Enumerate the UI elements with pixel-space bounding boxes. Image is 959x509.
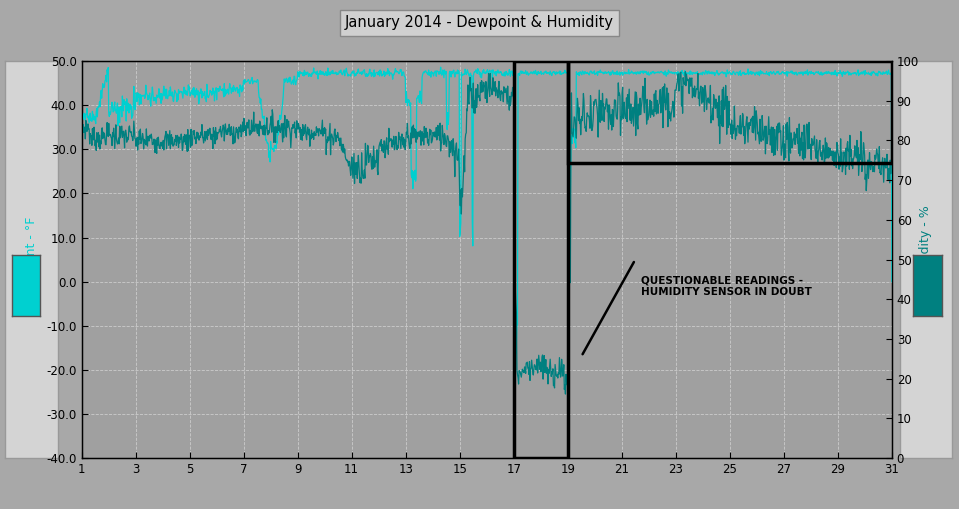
Bar [568,61,892,162]
Text: Out Humidity - %: Out Humidity - % [920,206,932,314]
Text: January 2014 - Dewpoint & Humidity: January 2014 - Dewpoint & Humidity [345,15,614,31]
Bar [514,61,568,458]
Text: QUESTIONABLE READINGS -
HUMIDITY SENSOR IN DOUBT: QUESTIONABLE READINGS - HUMIDITY SENSOR … [641,275,811,297]
Text: Dewpoint - °F: Dewpoint - °F [25,217,37,302]
